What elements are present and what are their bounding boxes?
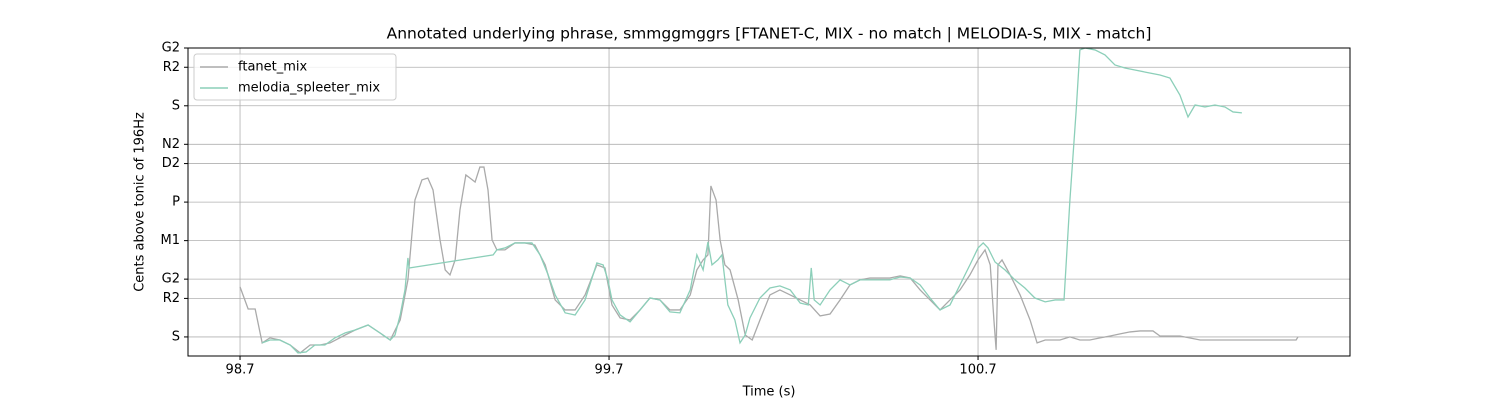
y-tick-label: M1 [161, 233, 181, 248]
y-tick-label: R2 [163, 291, 180, 306]
legend-box [193, 53, 397, 101]
y-tick-label: S [172, 98, 180, 113]
y-axis-label: Cents above tonic of 196Hz [133, 112, 148, 292]
x-tick-label: 99.7 [595, 363, 624, 378]
y-tick-label: G2 [162, 272, 180, 287]
legend-label: melodia_spleeter_mix [238, 81, 380, 96]
series-line [261, 48, 1242, 354]
y-tick-label: G2 [162, 41, 180, 56]
y-tick-label: P [172, 195, 180, 210]
y-tick-label: D2 [162, 156, 180, 171]
y-tick-label: R2 [163, 60, 180, 75]
x-tick-label: 98.7 [226, 363, 255, 378]
x-tick-label: 100.7 [959, 363, 996, 378]
series-line [239, 166, 1299, 354]
y-tick-label: N2 [162, 137, 180, 152]
legend-label: ftanet_mix [238, 60, 308, 75]
plot-area [239, 48, 1299, 354]
y-tick-label: S [172, 329, 180, 344]
x-axis-label: Time (s) [742, 385, 796, 400]
plot-frame [187, 47, 1351, 357]
chart-title: Annotated underlying phrase, smmggmggrs … [387, 25, 1152, 43]
